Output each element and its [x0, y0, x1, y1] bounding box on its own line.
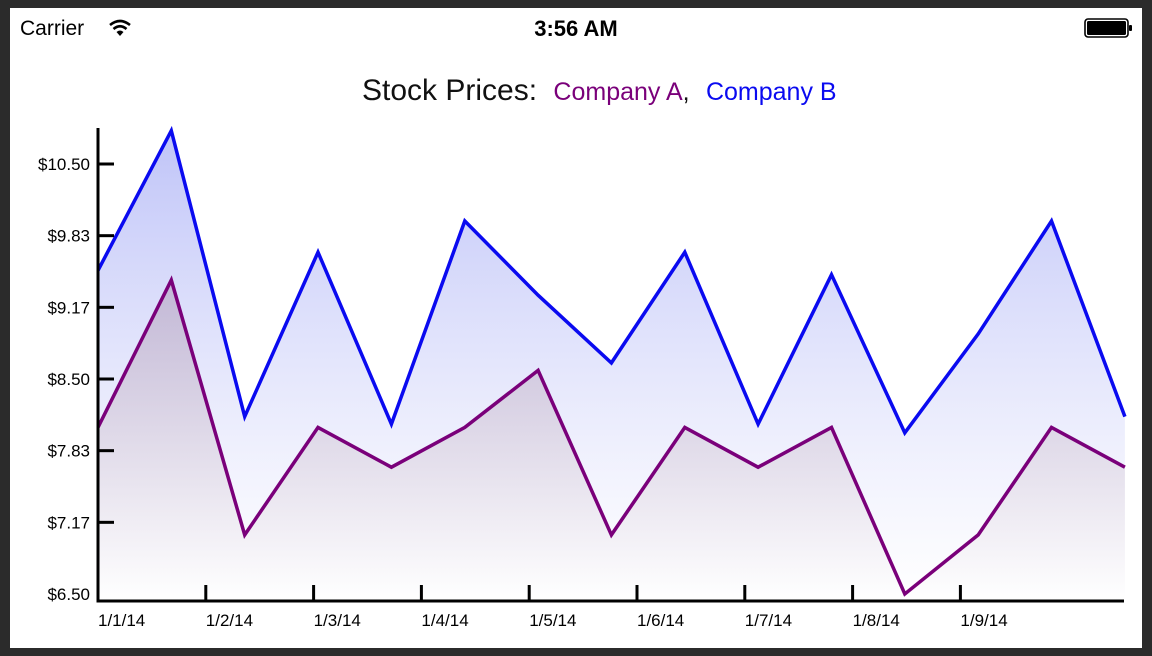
x-tick-label: 1/9/14	[960, 611, 1007, 630]
area-fills	[98, 130, 1125, 601]
x-tick-label: 1/6/14	[637, 611, 684, 630]
battery-icon	[1084, 18, 1132, 38]
x-tick-label: 1/4/14	[421, 611, 468, 630]
legend-company-a: Company A	[553, 78, 683, 106]
x-tick-label: 1/1/14	[98, 611, 145, 630]
y-tick-label: $9.17	[47, 298, 90, 317]
legend-company-b: Company B	[706, 78, 837, 106]
y-tick-label: $7.17	[47, 513, 90, 532]
x-tick-label: 1/7/14	[745, 611, 792, 630]
axes	[96, 128, 1124, 603]
wifi-icon	[109, 19, 131, 36]
y-tick-label: $6.50	[47, 585, 90, 604]
y-tick-label: $9.83	[47, 227, 90, 246]
phone-screen: Carrier 3:56 AM Stock Prices: Compan	[10, 8, 1142, 648]
status-bar: Carrier 3:56 AM	[10, 8, 1142, 48]
x-tick-label: 1/5/14	[529, 611, 576, 630]
stock-price-chart: Stock Prices: Company A, Company B $6.50…	[38, 74, 1127, 630]
status-time: 3:56 AM	[534, 16, 618, 41]
title-separator: ,	[683, 78, 690, 106]
carrier-label: Carrier	[20, 17, 85, 40]
chart-title: Stock Prices: Company A, Company B	[362, 74, 837, 107]
y-tick-label: $8.50	[47, 370, 90, 389]
y-tick-label: $7.83	[47, 442, 90, 461]
y-tick-label: $10.50	[38, 155, 90, 174]
series-lines	[96, 125, 1127, 597]
x-tick-label: 1/8/14	[853, 611, 900, 630]
x-tick-label: 1/3/14	[314, 611, 361, 630]
area-company-a	[98, 280, 1125, 601]
tick-labels: $6.50 $7.17 $7.83 $8.50 $9.17 $9.83 $10.50 1/1/…	[38, 155, 1008, 630]
chart-title-prefix: Stock Prices:	[362, 74, 537, 107]
x-tick-label: 1/2/14	[206, 611, 253, 630]
